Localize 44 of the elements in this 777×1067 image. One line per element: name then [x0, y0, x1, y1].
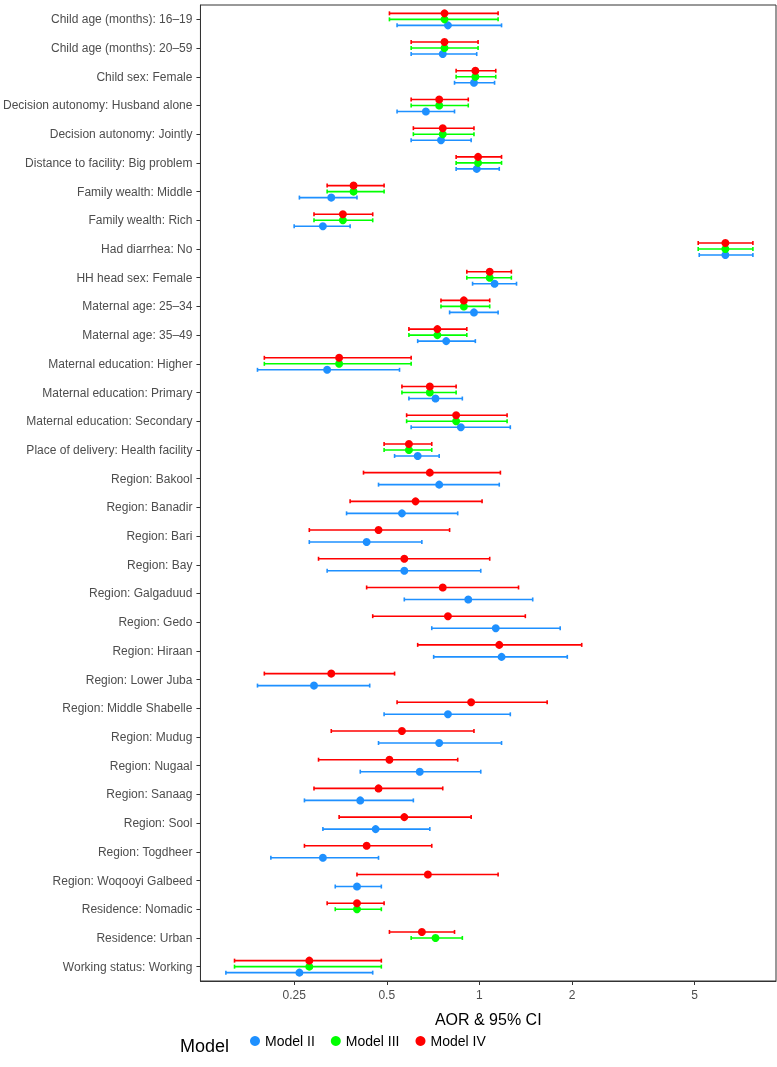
x-tick-label: 2	[568, 988, 576, 1002]
y-tick-label: Had diarrhea: No	[101, 242, 193, 256]
y-tick-label: Family wealth: Rich	[88, 213, 193, 228]
y-tick-label: Child sex: Female	[96, 69, 193, 84]
y-tick-label: Region: Bay	[127, 557, 193, 572]
y-tick-label: Working status: Working	[62, 959, 193, 974]
x-tick-label: 0.5	[378, 988, 396, 1002]
legend-label: Model II	[265, 1033, 315, 1049]
y-tick-label: Distance to facility: Big problem	[25, 155, 193, 170]
y-tick-label: Maternal education: Secondary	[26, 414, 193, 429]
y-tick-label: Region: Mudug	[111, 730, 193, 744]
x-tick-label: 5	[691, 988, 699, 1002]
y-tick-label: Decision autonomy: Husband alone	[3, 98, 193, 113]
y-tick-label: Region: Sool	[123, 816, 193, 831]
legend-label: Model III	[345, 1033, 400, 1049]
y-tick-label: Place of delivery: Health facility	[26, 442, 193, 457]
legend-title: Model	[180, 1036, 230, 1056]
y-tick-label: Region: Banadir	[106, 500, 193, 515]
y-tick-label: Residence: Nomadic	[81, 902, 193, 917]
y-tick-label: Region: Woqooyi Galbeed	[52, 873, 193, 888]
x-axis-title: AOR & 95% CI	[434, 1010, 542, 1028]
y-tick-label: Maternal education: Primary	[42, 385, 193, 400]
y-tick-label: Region: Bari	[126, 529, 193, 544]
y-tick-label: Region: Gedo	[118, 615, 193, 630]
x-tick-label: 0.25	[282, 988, 307, 1002]
y-tick-label: Region: Middle Shabelle	[62, 701, 193, 716]
y-tick-label: Region: Sanaag	[106, 787, 193, 802]
y-tick-label: Decision autonomy: Jointly	[49, 127, 193, 142]
y-tick-label: HH head sex: Female	[76, 270, 193, 285]
y-tick-label: Maternal age: 25–34	[82, 299, 193, 314]
y-tick-label: Region: Togdheer	[97, 844, 193, 859]
y-tick-label: Region: Galgaduud	[89, 586, 193, 601]
y-tick-label: Maternal education: Higher	[48, 356, 193, 371]
y-tick-label: Maternal age: 35–49	[82, 328, 193, 343]
y-tick-label: Child age (months): 16–19	[51, 12, 193, 27]
legend-label: Model IV	[430, 1033, 487, 1049]
y-tick-label: Region: Bakool	[111, 471, 193, 486]
y-tick-label: Family wealth: Middle	[77, 184, 193, 199]
y-tick-label: Child age (months): 20–59	[51, 41, 193, 56]
y-tick-label: Residence: Urban	[96, 930, 193, 945]
y-tick-label: Region: Lower Juba	[85, 672, 193, 687]
y-tick-label: Region: Nugaal	[109, 758, 193, 773]
x-tick-label: 1	[476, 988, 484, 1002]
y-tick-label: Region: Hiraan	[112, 643, 193, 658]
